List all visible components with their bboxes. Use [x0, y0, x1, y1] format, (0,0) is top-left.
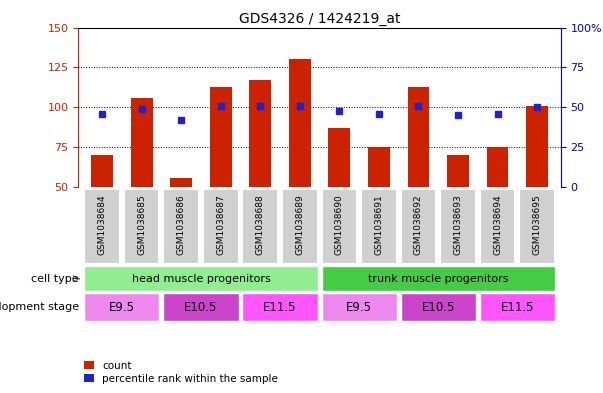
Bar	[289, 59, 311, 187]
Text: GSM1038688: GSM1038688	[256, 195, 265, 255]
Text: GSM1038692: GSM1038692	[414, 195, 423, 255]
Bar	[170, 178, 192, 187]
Text: development stage: development stage	[0, 302, 79, 312]
Bar	[480, 293, 555, 321]
Bar	[84, 189, 120, 264]
Bar	[84, 293, 159, 321]
Bar	[329, 128, 350, 187]
Bar	[526, 106, 548, 187]
Text: E10.5: E10.5	[421, 301, 455, 314]
Text: GSM1038687: GSM1038687	[216, 195, 226, 255]
Bar	[250, 80, 271, 187]
Title: GDS4326 / 1424219_at: GDS4326 / 1424219_at	[239, 13, 400, 26]
Bar	[480, 189, 516, 264]
Bar	[361, 189, 397, 264]
Text: E9.5: E9.5	[346, 301, 372, 314]
Text: GSM1038694: GSM1038694	[493, 195, 502, 255]
Bar	[400, 189, 436, 264]
Bar	[124, 189, 159, 264]
Bar	[487, 147, 508, 187]
Text: GSM1038684: GSM1038684	[98, 195, 107, 255]
Bar	[368, 147, 390, 187]
Text: GSM1038691: GSM1038691	[374, 195, 384, 255]
Text: E11.5: E11.5	[500, 301, 534, 314]
Bar	[163, 293, 239, 321]
Bar	[163, 189, 199, 264]
Bar	[321, 293, 397, 321]
Bar	[203, 189, 239, 264]
Bar	[440, 189, 476, 264]
Bar	[519, 189, 555, 264]
Text: GSM1038693: GSM1038693	[453, 195, 463, 255]
Bar	[210, 86, 232, 187]
Text: GSM1038695: GSM1038695	[532, 195, 541, 255]
Text: E10.5: E10.5	[185, 301, 218, 314]
Text: head muscle progenitors: head muscle progenitors	[131, 274, 270, 284]
Text: trunk muscle progenitors: trunk muscle progenitors	[368, 274, 508, 284]
Legend: count, percentile rank within the sample: count, percentile rank within the sample	[84, 361, 278, 384]
Bar	[131, 98, 153, 187]
Text: GSM1038685: GSM1038685	[137, 195, 146, 255]
Bar	[84, 266, 318, 291]
Bar	[242, 293, 318, 321]
Bar	[242, 189, 278, 264]
Bar	[282, 189, 318, 264]
Text: GSM1038689: GSM1038689	[295, 195, 305, 255]
Bar	[91, 155, 113, 187]
Bar	[400, 293, 476, 321]
Bar	[408, 86, 429, 187]
Text: GSM1038686: GSM1038686	[177, 195, 186, 255]
Text: GSM1038690: GSM1038690	[335, 195, 344, 255]
Text: E11.5: E11.5	[264, 301, 297, 314]
Bar	[447, 155, 469, 187]
Bar	[321, 266, 555, 291]
Text: cell type: cell type	[31, 274, 79, 284]
Bar	[321, 189, 357, 264]
Text: E9.5: E9.5	[109, 301, 135, 314]
